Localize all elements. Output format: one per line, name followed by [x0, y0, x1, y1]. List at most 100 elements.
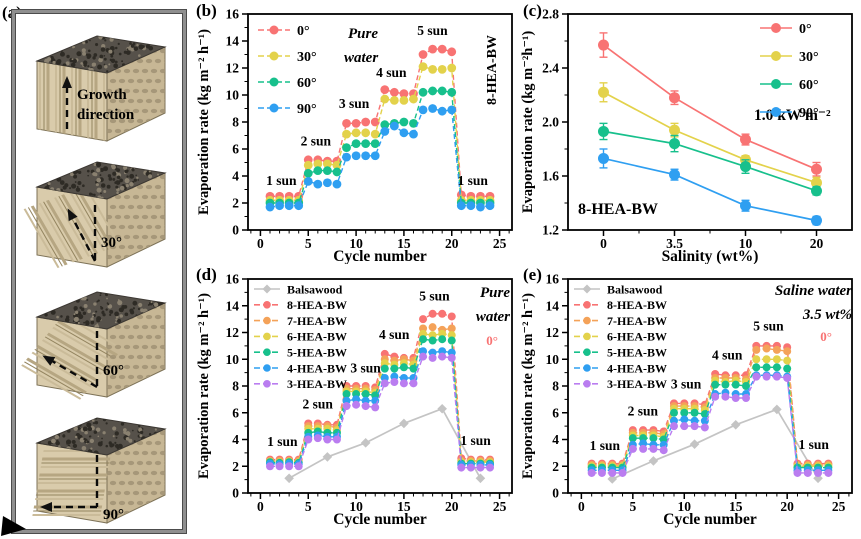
svg-text:Salinity (wt%): Salinity (wt%) — [662, 248, 759, 264]
svg-text:direction: direction — [77, 107, 135, 123]
svg-text:2 sun: 2 sun — [628, 403, 659, 418]
svg-text:4 sun: 4 sun — [712, 347, 743, 362]
svg-text:90°: 90° — [799, 106, 819, 121]
svg-text:20: 20 — [445, 499, 459, 514]
svg-text:10: 10 — [349, 499, 363, 514]
svg-text:Cycle number: Cycle number — [333, 511, 427, 528]
svg-text:20: 20 — [780, 499, 794, 514]
svg-text:20: 20 — [445, 236, 459, 251]
svg-text:7-HEA-BW: 7-HEA-BW — [607, 314, 667, 328]
svg-text:4-HEA-BW: 4-HEA-BW — [607, 361, 667, 375]
svg-text:14: 14 — [546, 298, 560, 313]
svg-text:1 sun: 1 sun — [460, 433, 491, 448]
svg-text:0: 0 — [600, 236, 607, 251]
svg-text:14: 14 — [226, 34, 240, 49]
chart-d-pure-water-samples: 0 5 10 15 20 25 0 2 4 6 8 10 12 14 16 Cycle number Evapo… — [196, 272, 513, 528]
svg-text:90°: 90° — [297, 102, 317, 117]
svg-text:8-HEA-BW: 8-HEA-BW — [607, 298, 667, 312]
svg-text:1.6: 1.6 — [542, 169, 559, 184]
svg-text:10: 10 — [226, 88, 240, 103]
svg-text:8-HEA-BW: 8-HEA-BW — [578, 201, 658, 218]
svg-text:16: 16 — [226, 7, 240, 22]
svg-text:water: water — [344, 50, 378, 66]
svg-text:Pure: Pure — [480, 285, 510, 301]
svg-text:Balsawood: Balsawood — [287, 282, 343, 296]
svg-text:Saline water: Saline water — [775, 283, 852, 299]
svg-text:Cycle number: Cycle number — [333, 248, 427, 264]
svg-text:10: 10 — [226, 352, 240, 367]
svg-text:6: 6 — [232, 142, 239, 157]
svg-text:4: 4 — [232, 432, 239, 447]
wood-block-30deg: 30° — [21, 161, 167, 273]
svg-text:7-HEA-BW: 7-HEA-BW — [287, 314, 347, 328]
svg-text:3.5 wt%: 3.5 wt% — [802, 307, 852, 323]
svg-text:3 sun: 3 sun — [671, 377, 702, 392]
chart-e-saline-water-samples: 0 5 10 15 20 25 0 2 4 6 8 10 12 14 16 Cycle number Evapo… — [520, 272, 853, 528]
svg-text:Evaporation rate (kg m⁻²h⁻¹): Evaporation rate (kg m⁻²h⁻¹) — [520, 31, 536, 213]
svg-text:5-HEA-BW: 5-HEA-BW — [287, 346, 347, 360]
svg-text:3-HEA-BW: 3-HEA-BW — [607, 377, 667, 391]
svg-text:1 sun: 1 sun — [798, 437, 829, 452]
svg-text:0: 0 — [257, 236, 264, 251]
svg-text:6-HEA-BW: 6-HEA-BW — [607, 330, 667, 344]
wood-block-90deg: 90° — [32, 417, 167, 524]
svg-text:5: 5 — [305, 236, 312, 251]
svg-text:8: 8 — [232, 115, 239, 130]
svg-text:2 sun: 2 sun — [301, 134, 332, 149]
svg-text:0: 0 — [578, 499, 585, 514]
svg-text:60°: 60° — [799, 78, 819, 93]
svg-text:Cycle number: Cycle number — [663, 511, 757, 528]
svg-text:14: 14 — [226, 298, 240, 313]
svg-text:30°: 30° — [297, 50, 317, 65]
svg-text:4: 4 — [552, 432, 559, 447]
svg-text:0°: 0° — [820, 329, 832, 344]
svg-text:15: 15 — [397, 236, 411, 251]
wood-block-growth-direction: Growth direction — [35, 35, 167, 142]
svg-text:20: 20 — [810, 236, 824, 251]
svg-text:6: 6 — [552, 405, 559, 420]
svg-text:2: 2 — [232, 196, 239, 211]
svg-text:1 sun: 1 sun — [590, 438, 621, 453]
svg-text:10: 10 — [678, 499, 692, 514]
svg-text:1 sun: 1 sun — [266, 173, 297, 188]
svg-text:4-HEA-BW: 4-HEA-BW — [287, 361, 347, 375]
svg-text:10: 10 — [349, 236, 363, 251]
svg-text:5 sun: 5 sun — [419, 288, 450, 303]
svg-text:2: 2 — [552, 459, 559, 474]
svg-text:8: 8 — [552, 379, 559, 394]
svg-text:5 sun: 5 sun — [417, 23, 448, 38]
svg-text:8-HEA-BW: 8-HEA-BW — [485, 35, 500, 105]
svg-text:Balsawood: Balsawood — [607, 282, 663, 296]
svg-text:4: 4 — [232, 169, 239, 184]
panel-a-frame: Growth direction 30° 60° 90° — [12, 10, 186, 533]
svg-text:5: 5 — [629, 499, 636, 514]
svg-text:60°: 60° — [297, 76, 317, 91]
wood-block-60deg: 60° — [21, 291, 167, 403]
svg-text:1.0 kW m⁻²: 1.0 kW m⁻² — [754, 107, 831, 124]
svg-text:5 sun: 5 sun — [753, 318, 784, 333]
svg-text:12: 12 — [546, 325, 560, 340]
panel-b-label: (b) — [196, 1, 217, 20]
svg-text:25: 25 — [493, 499, 507, 514]
svg-text:2 sun: 2 sun — [303, 397, 334, 412]
svg-text:5-HEA-BW: 5-HEA-BW — [607, 346, 667, 360]
svg-text:1 sun: 1 sun — [267, 434, 298, 449]
svg-text:15: 15 — [729, 499, 743, 514]
svg-text:5: 5 — [305, 499, 312, 514]
svg-text:water: water — [476, 309, 510, 325]
svg-text:4 sun: 4 sun — [379, 327, 410, 342]
svg-text:25: 25 — [832, 499, 846, 514]
panel-d-label: (d) — [196, 265, 217, 284]
svg-text:10: 10 — [546, 352, 560, 367]
svg-text:1.2: 1.2 — [542, 223, 559, 238]
svg-text:2.0: 2.0 — [542, 115, 559, 130]
svg-text:1 sun: 1 sun — [457, 173, 488, 188]
svg-text:4 sun: 4 sun — [376, 65, 407, 80]
svg-text:3 sun: 3 sun — [339, 96, 370, 111]
svg-text:6-HEA-BW: 6-HEA-BW — [287, 330, 347, 344]
chart-c-salinity-evaporation: 0 3.5 10 20 1.2 1.6 2.0 2.4 2.8 Salinity (wt%) Eva… — [520, 7, 853, 264]
chart-b-pure-water-cycles: 0 5 10 15 20 25 0 2 4 6 8 10 12 14 16 Cycle number Evapo… — [196, 7, 513, 264]
svg-text:Pure: Pure — [348, 26, 378, 42]
svg-text:25: 25 — [493, 236, 507, 251]
